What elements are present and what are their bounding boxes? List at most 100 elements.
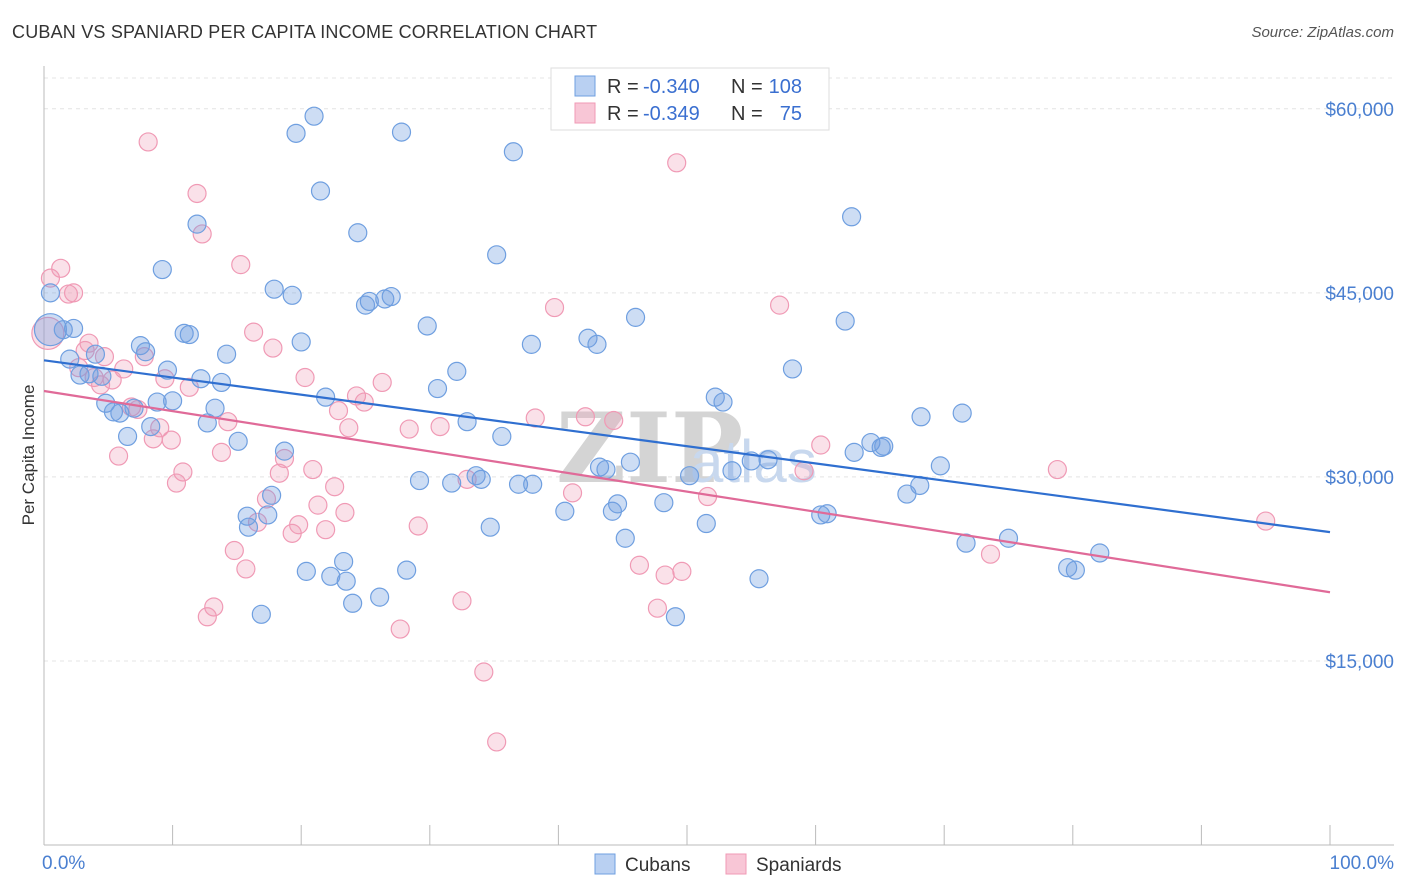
- y-axis-label: Per Capita Income: [19, 385, 38, 526]
- cubans-point-78: [615, 528, 635, 548]
- cubans-point-106: [1058, 558, 1078, 578]
- cubans-point-45: [334, 551, 354, 572]
- y-tick-label-1: $30,000: [1325, 468, 1394, 489]
- cubans-point-82: [665, 607, 686, 627]
- spaniards-point-34: [244, 322, 264, 342]
- cubans-point-90: [758, 450, 778, 470]
- cubans-point-63: [471, 469, 491, 489]
- cubans-point-19: [157, 360, 178, 380]
- spaniards-point-17: [138, 132, 158, 152]
- spaniards-point-46: [325, 477, 345, 497]
- legend-n-value-cubans: 108: [769, 76, 802, 98]
- cubans-point-26: [205, 398, 225, 418]
- spaniards-point-7: [79, 333, 99, 353]
- cubans-point-87: [722, 461, 742, 481]
- cubans-points: [33, 106, 1110, 627]
- spaniards-point-45: [316, 520, 336, 540]
- cubans-point-13: [124, 398, 144, 418]
- cubans-point-18: [152, 259, 172, 280]
- spaniards-point-21: [161, 430, 181, 450]
- legend-r-value-spaniards: -0.349: [643, 103, 700, 125]
- trend-lines: [43, 359, 1331, 594]
- cubans-point-33: [258, 505, 278, 525]
- cubans-point-47: [343, 593, 363, 613]
- cubans-point-60: [447, 361, 467, 381]
- cubans-point-84: [696, 513, 716, 534]
- spaniards-point-33: [236, 559, 256, 579]
- cubans-point-108: [1090, 543, 1110, 563]
- spaniards-point-43: [303, 459, 323, 480]
- legend-swatch-cubans: [574, 75, 596, 97]
- legend-box: R = -0.340 N = 108 R = -0.349 N = 75: [550, 67, 830, 131]
- cubans-point-14: [130, 336, 151, 356]
- x-tick-max: 100.0%: [1330, 853, 1395, 874]
- spaniards-point-11: [102, 370, 122, 390]
- bottom-legend-label-spaniards: Spaniards: [756, 855, 842, 876]
- spaniards-points: [31, 132, 1276, 752]
- bottom-legend-swatch-spaniards: [725, 853, 747, 875]
- spaniards-point-36: [256, 489, 277, 509]
- cubans-point-51: [370, 587, 390, 607]
- cubans-point-23: [187, 214, 207, 234]
- cubans-point-101: [911, 407, 931, 427]
- spaniards-point-1: [40, 268, 61, 288]
- bottom-legend: Cubans Spaniards: [594, 853, 842, 876]
- cubans-point-35: [264, 279, 284, 299]
- cubans-point-36: [274, 441, 295, 461]
- spaniards-point-31: [224, 540, 244, 561]
- cubans-point-94: [842, 207, 862, 227]
- spaniards-point-25: [187, 183, 207, 204]
- spaniards-point-68: [655, 565, 675, 585]
- cubans-point-48: [348, 223, 368, 243]
- spaniards-point-55: [408, 516, 428, 536]
- cubans-point-105: [998, 528, 1019, 548]
- source-credit: Source: ZipAtlas.com: [1251, 24, 1394, 41]
- spaniards-point-26: [192, 224, 212, 244]
- cubans-point-2: [53, 320, 73, 340]
- spaniards-point-27: [197, 607, 217, 627]
- cubans-point-57: [417, 316, 437, 336]
- cubans-point-103: [952, 403, 972, 423]
- legend-swatch-spaniards: [574, 102, 596, 124]
- cubans-point-104: [956, 533, 976, 553]
- cubans-point-28: [217, 344, 237, 364]
- spaniards-point-75: [980, 544, 1001, 564]
- spaniards-point-13: [114, 359, 134, 379]
- spaniards-point-72: [769, 295, 790, 315]
- cubans-point-53: [381, 286, 401, 307]
- cubans-point-59: [442, 473, 462, 493]
- cubans-point-32: [251, 604, 271, 624]
- spaniards-point-23: [173, 462, 193, 482]
- cubans-point-25: [197, 413, 217, 433]
- spaniards-point-49: [339, 418, 359, 438]
- spaniards-point-56: [430, 416, 450, 437]
- axes: [43, 66, 1394, 846]
- spaniards-point-38: [269, 463, 289, 483]
- chart-title: CUBAN VS SPANIARD PER CAPITA INCOME CORR…: [12, 22, 598, 42]
- legend-r-value-cubans: -0.340: [643, 76, 700, 98]
- spaniards-point-52: [372, 372, 392, 393]
- spaniards-point-54: [399, 419, 419, 439]
- cubans-point-17: [147, 392, 167, 412]
- spaniards-point-67: [647, 598, 668, 618]
- cubans-point-79: [620, 452, 641, 472]
- spaniards-point-39: [274, 448, 295, 469]
- spaniards-point-64: [575, 407, 596, 427]
- cubans-point-69: [523, 474, 543, 494]
- spaniards-point-73: [794, 461, 814, 481]
- watermark: ZIP atlas: [556, 392, 817, 505]
- cubans-point-37: [282, 285, 302, 305]
- cubans-point-54: [391, 122, 412, 142]
- y-tick-label-0: $15,000: [1325, 652, 1394, 673]
- spaniards-point-66: [629, 555, 650, 575]
- spaniards-point-44: [308, 495, 328, 515]
- legend-n-label-cubans: N =: [731, 76, 763, 98]
- spaniards-point-60: [487, 732, 507, 752]
- cubans-point-77: [607, 494, 628, 514]
- cubans-point-62: [466, 466, 486, 486]
- cubans-point-70: [521, 334, 541, 354]
- spaniards-point-4: [63, 283, 84, 303]
- spaniards-point-57: [452, 591, 472, 611]
- spaniards-point-70: [672, 561, 692, 581]
